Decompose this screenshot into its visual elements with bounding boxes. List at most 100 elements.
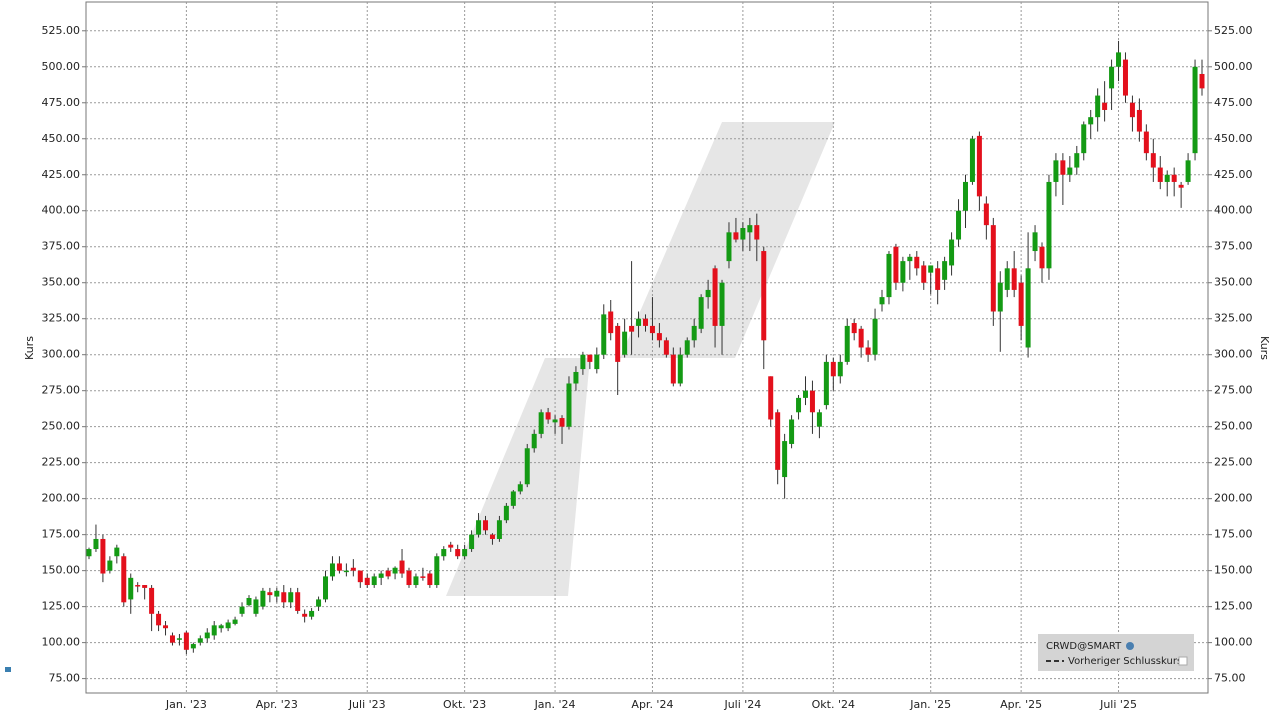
candle-body [649, 325, 655, 334]
candle-body [427, 573, 433, 586]
x-tick-label: Jan. '25 [909, 698, 951, 711]
candle-body [1192, 66, 1198, 154]
candle-body [949, 239, 955, 266]
candle-body [517, 484, 523, 492]
candle-body [580, 354, 586, 370]
candle-body [858, 328, 864, 348]
candle-body [733, 232, 739, 240]
candle-body [1129, 102, 1135, 118]
corner-icon [5, 667, 11, 672]
legend-label: CRWD@SMART [1046, 641, 1122, 652]
candle-body [1018, 282, 1024, 326]
candle-body [225, 622, 231, 629]
candle-body [1150, 153, 1156, 168]
candle-body [677, 354, 683, 384]
candle-body [107, 560, 113, 571]
legend: CRWD@SMART Vorheriger Schlusskurs [1038, 634, 1194, 671]
candle-body [1095, 95, 1101, 118]
candle-body [524, 448, 530, 485]
candle-body [455, 549, 461, 557]
candle-body [545, 412, 551, 420]
candle-body [921, 265, 927, 283]
candle-body [587, 354, 593, 362]
x-tick-label: Juli '25 [1099, 698, 1137, 711]
candle-body [253, 599, 259, 614]
candle-body [636, 318, 642, 326]
candle-body [740, 228, 746, 240]
candle-body [218, 625, 224, 629]
candle-body [1025, 268, 1031, 348]
candles [86, 40, 1205, 655]
candle-body [670, 354, 676, 384]
candle-body [510, 491, 516, 506]
candle-body [288, 592, 294, 603]
candle-body [476, 520, 482, 535]
candle-body [1185, 160, 1191, 182]
x-tick-label: Jan. '23 [165, 698, 207, 711]
y-tick-label: 200.00 [42, 492, 81, 505]
candle-body [879, 297, 885, 305]
candle-body [316, 599, 322, 607]
watermark-bar [446, 358, 590, 596]
candle-body [935, 268, 941, 290]
candle-body [865, 347, 871, 355]
y2-tick-label: 425.00 [1214, 168, 1253, 181]
candle-body [1178, 184, 1184, 188]
candle-body [357, 570, 363, 583]
candle-body [601, 314, 607, 355]
x-tick-label: Okt. '23 [443, 698, 486, 711]
candle-body [872, 318, 878, 355]
candle-body [893, 246, 899, 283]
legend-icon [1126, 642, 1134, 650]
candle-body [469, 534, 475, 550]
candle-body [204, 632, 210, 639]
y2-tick-label: 75.00 [1214, 672, 1246, 685]
candle-body [399, 560, 405, 574]
y2-tick-label: 125.00 [1214, 600, 1253, 613]
candle-body [385, 570, 391, 577]
candle-body [1136, 109, 1142, 132]
y-tick-label: 500.00 [42, 60, 81, 73]
candle-body [656, 333, 662, 341]
candle-body [343, 570, 349, 573]
y2-tick-label: 350.00 [1214, 276, 1253, 289]
y2-tick-label: 150.00 [1214, 564, 1253, 577]
candle-body [93, 538, 99, 550]
candle-body [594, 354, 600, 370]
candle-body [566, 383, 572, 427]
candle-body [128, 577, 134, 600]
candle-body [441, 549, 447, 557]
candle-body [761, 251, 767, 341]
candle-body [782, 441, 788, 478]
candle-body [503, 505, 509, 521]
y-tick-label: 250.00 [42, 420, 81, 433]
candle-body [1074, 153, 1080, 168]
candle-body [990, 225, 996, 312]
candle-body [100, 538, 106, 574]
y2-tick-label: 325.00 [1214, 312, 1253, 325]
candle-body [1116, 52, 1122, 67]
candle-body [364, 577, 370, 586]
candle-body [135, 585, 141, 587]
y2-tick-label: 525.00 [1214, 24, 1253, 37]
candle-body [622, 331, 628, 355]
candle-body [1004, 268, 1010, 290]
candle-body [378, 573, 384, 578]
y-tick-label: 450.00 [42, 132, 81, 145]
candle-body [900, 261, 906, 283]
legend-checkbox[interactable] [1178, 656, 1188, 666]
y-tick-label: 425.00 [42, 168, 81, 181]
candle-body [169, 635, 175, 643]
y-tick-label: 325.00 [42, 312, 81, 325]
candle-body [246, 597, 252, 606]
x-tick-label: Juli '23 [348, 698, 386, 711]
y2-tick-label: 300.00 [1214, 348, 1253, 361]
candle-body [1011, 268, 1017, 290]
candle-body [1109, 66, 1115, 89]
candle-body [406, 570, 412, 586]
candle-body [851, 323, 857, 334]
candle-body [329, 563, 335, 577]
x-tick-label: Jan. '24 [534, 698, 576, 711]
candle-body [239, 606, 245, 614]
